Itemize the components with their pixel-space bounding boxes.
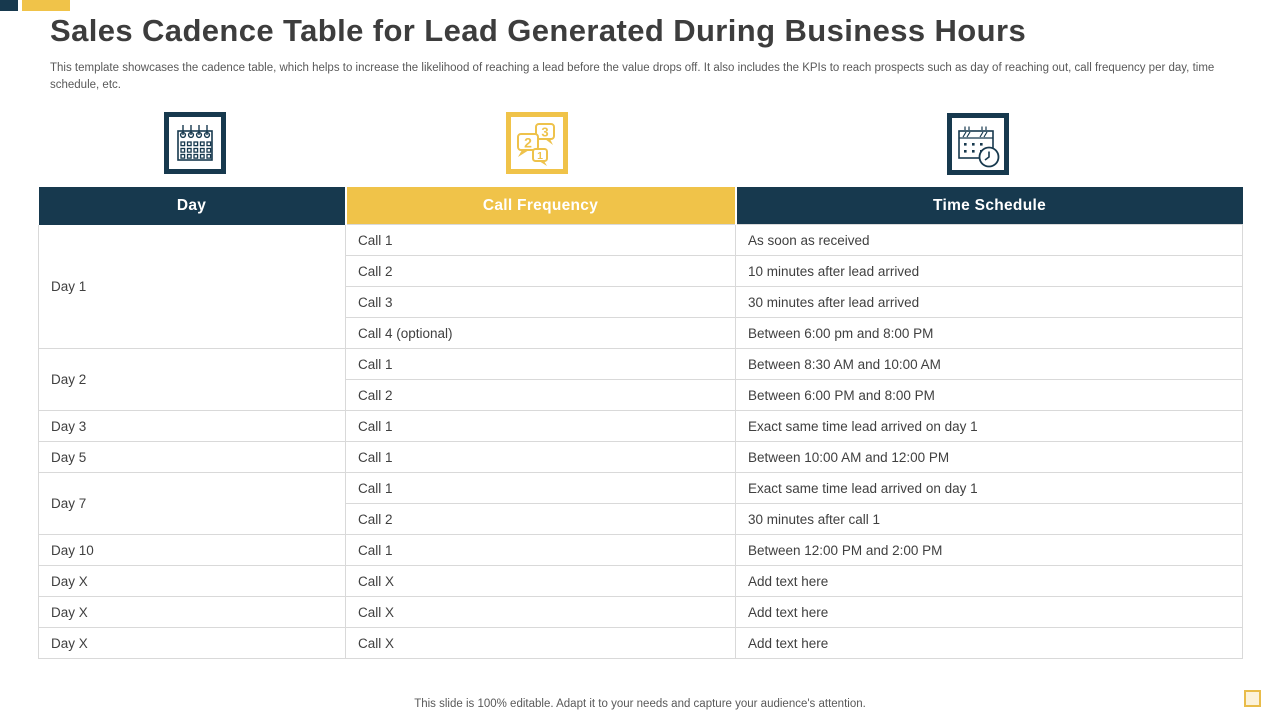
table-row: Day 1 Call 1 As soon as received <box>38 224 1243 349</box>
time-schedule-cell: Exact same time lead arrived on day 1 <box>735 410 1243 442</box>
call-frequency-cell: Call X <box>345 565 736 597</box>
day-cell: Day 7 <box>38 472 346 535</box>
day-cell: Day 5 <box>38 441 346 473</box>
call-frequency-cell: Call 1 <box>345 224 736 256</box>
time-schedule-cell: Add text here <box>735 627 1243 659</box>
day-cell: Day X <box>38 596 346 628</box>
table-row: Day X Call X Add text here <box>38 596 1243 628</box>
header-day: Day <box>38 187 346 225</box>
corner-accent-yellow <box>22 0 70 11</box>
time-schedule-cell: Add text here <box>735 596 1243 628</box>
corner-accent-square <box>1244 690 1261 707</box>
call-frequency-cell: Call 2 <box>345 503 736 535</box>
calendar-clock-icon <box>947 113 1009 175</box>
svg-text:2: 2 <box>524 135 532 151</box>
time-schedule-cell: 30 minutes after call 1 <box>735 503 1243 535</box>
time-schedule-cell: Between 10:00 AM and 12:00 PM <box>735 441 1243 473</box>
table-row: Call 3 30 minutes after lead arrived <box>39 286 1243 318</box>
corner-accent-teal <box>0 0 18 11</box>
table-row: Call 2 10 minutes after lead arrived <box>39 255 1243 287</box>
day-cell: Day 10 <box>38 534 346 566</box>
cadence-table-body: Day 1 Call 1 As soon as received Call 2 10 m… <box>38 224 1243 659</box>
table-row: Call 2 Between 6:00 PM and 8:00 PM <box>39 379 1243 411</box>
time-schedule-cell: 10 minutes after lead arrived <box>735 255 1243 287</box>
header-call-frequency: Call Frequency <box>344 187 736 225</box>
table-row: Day 5 Call 1 Between 10:00 AM and 12:00 PM <box>38 441 1243 473</box>
call-frequency-cell: Call 1 <box>345 410 736 442</box>
call-frequency-cell: Call 1 <box>345 534 736 566</box>
time-schedule-cell: Between 8:30 AM and 10:00 AM <box>735 348 1243 380</box>
call-frequency-cell: Call X <box>345 627 736 659</box>
calendar-grid-icon <box>164 112 226 174</box>
table-row: Day 3 Call 1 Exact same time lead arrived … <box>38 410 1243 442</box>
time-schedule-cell: Add text here <box>735 565 1243 597</box>
page-title: Sales Cadence Table for Lead Generated D… <box>50 13 1027 48</box>
call-frequency-cell: Call X <box>345 596 736 628</box>
table-row: Day 2 Call 1 Between 8:30 AM and 10:00 AM <box>38 348 1243 411</box>
call-frequency-bubbles-icon: 3 2 1 <box>506 112 568 174</box>
call-frequency-cell: Call 1 <box>345 472 736 504</box>
header-time-schedule: Time Schedule <box>734 187 1243 225</box>
table-row: Call 2 30 minutes after call 1 <box>39 503 1243 535</box>
footer-note: This slide is 100% editable. Adapt it to… <box>414 698 866 710</box>
time-schedule-cell: Between 6:00 PM and 8:00 PM <box>735 379 1243 411</box>
call-frequency-cell: Call 4 (optional) <box>345 317 736 349</box>
call-frequency-cell: Call 2 <box>345 379 736 411</box>
day-cell: Day 3 <box>38 410 346 442</box>
table-row: Day 7 Call 1 Exact same time lead arrived … <box>38 472 1243 535</box>
day-cell: Day X <box>38 627 346 659</box>
call-frequency-cell: Call 1 <box>345 441 736 473</box>
table-row: Day X Call X Add text here <box>38 565 1243 597</box>
time-schedule-cell: Between 12:00 PM and 2:00 PM <box>735 534 1243 566</box>
table-row: Day X Call X Add text here <box>38 627 1243 659</box>
svg-text:1: 1 <box>537 150 543 162</box>
day-cell: Day 2 <box>38 348 346 411</box>
call-frequency-cell: Call 3 <box>345 286 736 318</box>
time-schedule-cell: Exact same time lead arrived on day 1 <box>735 472 1243 504</box>
svg-text:3: 3 <box>541 125 548 140</box>
call-frequency-cell: Call 1 <box>345 348 736 380</box>
table-row: Day 10 Call 1 Between 12:00 PM and 2:00 PM <box>38 534 1243 566</box>
day-cell: Day 1 <box>38 224 346 349</box>
day-cell: Day X <box>38 565 346 597</box>
sales-cadence-table: Day Call Frequency Time Schedule Day 1 Ca… <box>38 187 1243 659</box>
page-subtitle: This template showcases the cadence tabl… <box>50 62 1215 91</box>
call-frequency-cell: Call 2 <box>345 255 736 287</box>
table-header-row: Day Call Frequency Time Schedule <box>38 187 1243 225</box>
table-row: Call 4 (optional) Between 6:00 pm and 8:0… <box>39 317 1243 349</box>
time-schedule-cell: As soon as received <box>735 224 1243 256</box>
time-schedule-cell: 30 minutes after lead arrived <box>735 286 1243 318</box>
time-schedule-cell: Between 6:00 pm and 8:00 PM <box>735 317 1243 349</box>
